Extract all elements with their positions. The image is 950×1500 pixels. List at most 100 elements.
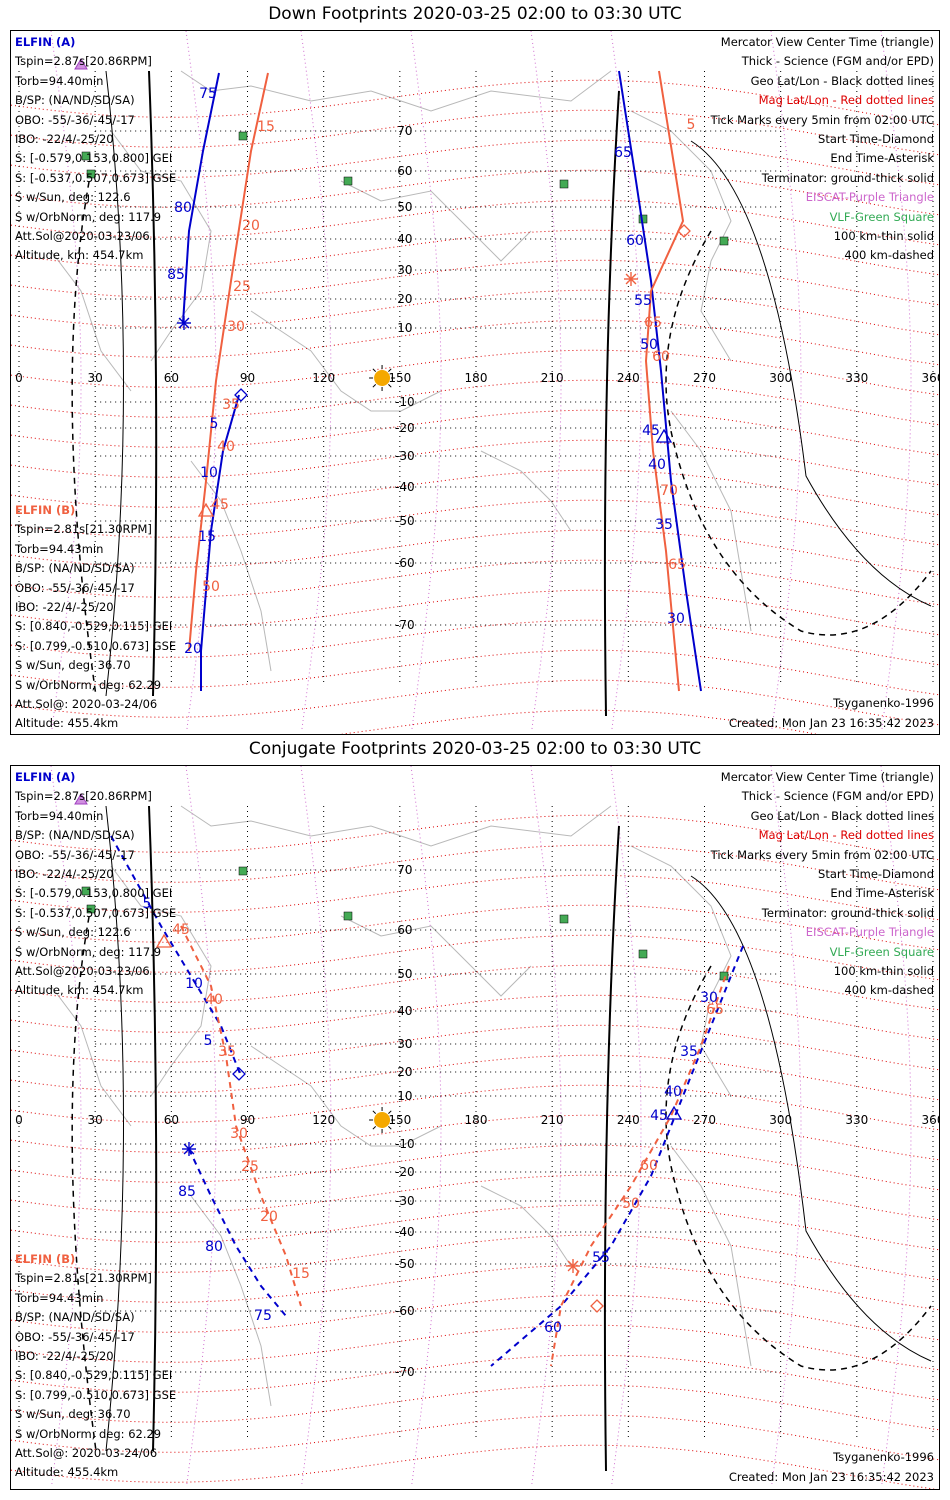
sun-ray [372,384,377,388]
elfin-b-tick-label: 70 [660,483,678,499]
info-line: Att.Sol@: 2020-03-24/06 [15,1446,158,1461]
legend-item: VLF-Green Square [829,209,934,224]
lat-tick-label: -40 [395,480,415,494]
info-line: B/SP: (NA/ND/SD/SA) [15,561,135,576]
info-line: IBO: -22/4/-25/20 [15,600,114,615]
start-diamond-icon [677,224,691,238]
vlf-square-icon [238,866,248,876]
start-diamond-icon [234,388,248,402]
coastline [480,1185,572,1267]
coastline [50,985,132,1127]
coastline [190,460,272,672]
info-line: S: [-0.579,0.153,0.800] GEI [15,886,173,901]
legend-item: Mag Lat/Lon - Red dotted lines [758,93,934,108]
legend-item: EISCAT-Purple Triangle [805,190,934,205]
lon-tick-label: 90 [240,371,255,385]
legend-item: Mag Lat/Lon - Red dotted lines [758,828,934,843]
vlf-square-icon [86,904,96,914]
elfin-b-tick-label: 50 [622,1196,640,1212]
coastline [670,1145,752,1367]
coastline [670,410,752,632]
mag-lat-line [11,1204,939,1251]
elfin-a-tick-label: 5 [143,896,152,912]
elfin-b-tick-label: 45 [172,922,190,938]
legend-item: Geo Lat/Lon - Black dotted lines [750,73,934,88]
elfin-a-tick-label: 60 [544,1320,562,1336]
lat-tick-label: -70 [395,1365,415,1379]
center-triangle-icon [655,428,673,443]
vlf-square-icon [638,949,648,959]
mag-lon-line [770,766,802,1487]
lon-tick-label: 270 [693,1113,716,1127]
elfin-a-track [618,70,702,692]
info-line: Torb=94.40min [15,73,104,88]
elfin-a-tick-label: 85 [178,1184,196,1200]
lat-tick-label: 60 [397,164,412,178]
lat-tick-label: -30 [395,1194,415,1208]
coastline [180,70,612,112]
map-panel-conjugate: 0 30 60 90 120 150 180 210 240 270 300 330 360 70 60 50… [10,765,940,1490]
elfin-b-tick-label: 15 [257,119,275,135]
center-triangle-icon [155,933,173,948]
lon-tick-label: 30 [88,371,103,385]
info-line: Altitude: 455.4km [15,716,119,731]
map-canvas-down: 0306090120150180210240270300330360706050… [11,31,939,734]
vlf-square-icon [86,169,96,179]
vlf-square-icon [238,131,248,141]
legend-item: 400 km-dashed [844,248,934,263]
elfin-b-tick-label: 45 [211,497,229,513]
elfin-b-track [180,925,302,1307]
info-line: S w/OrbNorm, deg: 62.29 [15,1426,162,1441]
legend: Mercator View Center Time (triangle) Thi… [711,33,934,266]
coastline [190,1195,272,1407]
elfin-b-tick-label: 65 [706,1002,724,1018]
lat-tick-label: -30 [395,449,415,463]
info-line: Altitude, km: 454.7km [15,983,144,998]
center-triangle-icon [665,1105,683,1120]
elfin-a-tick-label: 80 [174,200,192,216]
lat-tick-label: 70 [397,124,412,138]
elfin-a-tick-label: 55 [592,1250,610,1266]
terminator-100km [690,875,932,1362]
legend-item: Thick - Science (FGM and/or EPD) [741,789,934,804]
lon-tick-label: 270 [693,371,716,385]
panel-title-conjugate: Conjugate Footprints 2020-03-25 02:00 to… [248,739,702,759]
elfin-b-tick-label: 35 [222,397,240,413]
legend-item: EISCAT-Purple Triangle [805,925,934,940]
elfin-b-track [644,70,685,692]
sun-ray [372,1126,377,1130]
info-line: S: [0.799,-0.510,0.673] GSE [15,638,177,653]
info-line: Att.Sol@: 2020-03-24/06 [15,697,158,712]
info-line: IBO: -22/4/-25/20 [15,867,114,882]
info-line: S w/Sun, deg: 36.70 [15,1407,131,1422]
info-line: S: [0.840,-0.529,0.115] GEI [15,619,173,634]
lat-tick-label: 50 [397,967,412,981]
sun-icon [374,370,391,386]
legend-item: 100 km-thin solid [833,229,934,244]
end-asterisk-icon [567,1260,579,1272]
elfin-a-tick-label: 60 [626,233,644,249]
lon-tick-label: 240 [617,1113,640,1127]
coastline [50,250,132,392]
info-line: S: [-0.579,0.153,0.800] GEI [15,151,173,166]
lat-tick-label: -60 [395,1304,415,1318]
info-line: S w/Sun, deg: 36.70 [15,658,131,673]
mag-lat-line [11,439,939,486]
terminator-100km [105,70,124,697]
legend-item: Start Time-Diamond [818,867,934,882]
sun-ray [388,1126,392,1130]
terminator-100km [690,140,932,607]
elfin-a-track [110,835,242,1077]
lon-tick-label: 120 [312,1113,335,1127]
lat-tick-label: -50 [395,1257,415,1271]
elfin-b-tick-label: 40 [205,992,223,1008]
legend-item: Tick Marks every 5min from 02:00 UTC [710,847,934,862]
lon-tick-label: 60 [164,1113,179,1127]
info-line: Altitude: 455.4km [15,1465,119,1480]
elfin-a-tick-label: 35 [680,1044,698,1060]
elfin-a-info: ELFIN (A) Tspin=2.87s[20.86RPM] Torb=94.… [15,768,176,1001]
info-line: Att.Sol@2020-03-23/06 [15,964,150,979]
end-asterisk-icon [183,1143,195,1155]
lon-tick-label: 120 [312,371,335,385]
info-line: OBO: -55/-36/-45/-17 [15,847,135,862]
